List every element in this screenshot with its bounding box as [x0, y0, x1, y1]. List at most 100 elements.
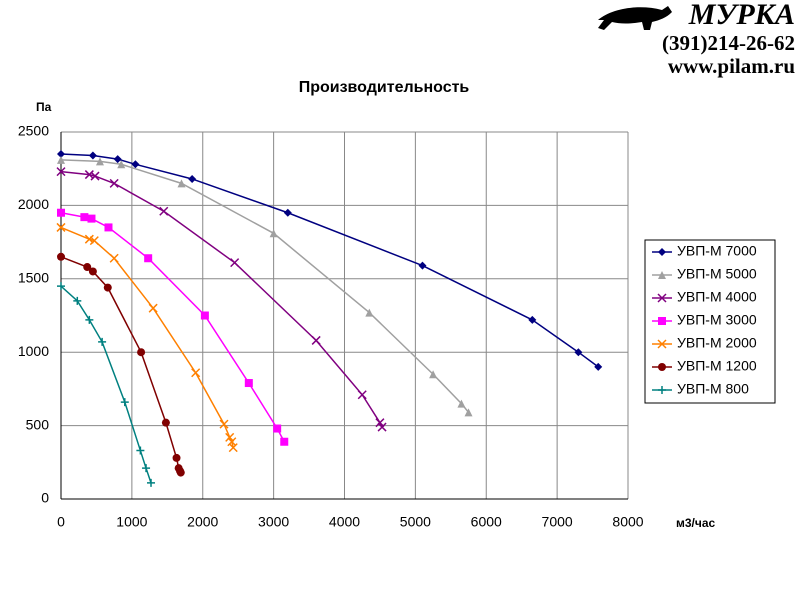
marker: [574, 348, 583, 357]
marker: [200, 311, 209, 320]
marker: [57, 155, 65, 164]
marker: [280, 437, 289, 446]
legend-marker: [658, 248, 666, 256]
marker: [142, 464, 151, 473]
series-line: [60, 226, 234, 448]
marker: [90, 171, 100, 181]
marker: [56, 222, 66, 232]
marker: [137, 348, 146, 357]
marker: [88, 267, 97, 276]
marker: [104, 223, 113, 232]
marker: [73, 296, 82, 305]
series-line: [60, 153, 599, 368]
marker: [228, 443, 238, 453]
marker: [244, 379, 253, 388]
legend-label: УВП-М 3000: [677, 312, 757, 328]
marker: [269, 229, 278, 238]
marker: [191, 368, 201, 378]
marker: [230, 258, 240, 268]
marker: [136, 446, 145, 455]
marker: [429, 370, 438, 379]
series-line: [60, 170, 383, 428]
marker: [148, 303, 158, 313]
y-tick-label: 500: [26, 416, 50, 432]
x-tick-label: 1000: [116, 514, 147, 530]
marker: [311, 335, 321, 345]
x-tick-label: 0: [57, 514, 65, 530]
y-tick-label: 1000: [18, 343, 49, 359]
legend-label: УВП-М 800: [677, 381, 749, 397]
legend-label: УВП-М 7000: [677, 243, 757, 259]
marker: [177, 179, 186, 188]
x-tick-label: 4000: [329, 514, 360, 530]
marker: [95, 157, 104, 166]
logo-site: www.pilam.ru: [668, 54, 796, 78]
legend-marker: [658, 386, 666, 394]
x-tick-label: 5000: [400, 514, 431, 530]
marker: [418, 261, 427, 270]
marker: [357, 390, 367, 400]
marker: [131, 160, 140, 169]
marker: [57, 208, 65, 217]
y-tick-label: 0: [41, 490, 49, 506]
chart-title: Производительность: [299, 79, 470, 96]
legend-marker: [657, 293, 667, 303]
marker: [365, 308, 374, 317]
legend-label: УВП-М 1200: [677, 358, 757, 374]
y-axis-label: Па: [36, 100, 52, 114]
marker: [176, 468, 185, 477]
legend-label: УВП-М 4000: [677, 289, 757, 305]
marker: [83, 263, 92, 272]
marker: [80, 213, 89, 222]
marker: [225, 432, 235, 442]
legend-marker: [658, 271, 666, 279]
series-line: [60, 256, 182, 473]
marker: [57, 282, 65, 291]
legend-label: УВП-М 2000: [677, 335, 757, 351]
marker: [109, 253, 119, 263]
x-tick-label: 6000: [471, 514, 502, 530]
legend-marker: [658, 317, 666, 325]
marker: [109, 178, 119, 188]
marker: [273, 424, 282, 433]
logo-phone: (391)214-26-62: [662, 31, 795, 55]
marker: [120, 398, 129, 407]
marker: [172, 453, 181, 462]
marker: [283, 208, 292, 217]
marker: [84, 234, 94, 244]
marker: [56, 167, 66, 177]
series-line: [60, 285, 152, 484]
marker: [117, 160, 126, 169]
marker: [594, 362, 603, 371]
y-tick-label: 1500: [18, 270, 49, 286]
marker: [457, 399, 466, 408]
marker: [159, 206, 169, 216]
x-tick-label: 3000: [258, 514, 289, 530]
logo-brand: МУРКА: [688, 0, 795, 31]
marker: [147, 478, 156, 487]
marker: [188, 174, 197, 183]
legend-label: УВП-М 5000: [677, 266, 757, 282]
x-tick-label: 2000: [187, 514, 218, 530]
x-axis-label: м3/час: [676, 516, 716, 530]
x-tick-label: 8000: [612, 514, 643, 530]
x-tick-label: 7000: [542, 514, 573, 530]
marker: [57, 150, 65, 159]
marker: [103, 283, 112, 292]
marker: [57, 252, 65, 261]
y-tick-label: 2500: [18, 123, 49, 139]
marker: [528, 315, 537, 324]
marker: [85, 315, 94, 324]
marker: [113, 155, 122, 164]
marker: [219, 419, 229, 429]
marker: [161, 418, 170, 427]
series-line: [60, 159, 470, 413]
marker: [89, 236, 99, 246]
marker: [87, 214, 96, 223]
marker: [464, 408, 473, 417]
marker: [88, 151, 97, 160]
legend-marker: [657, 339, 667, 349]
legend-marker: [658, 363, 666, 371]
marker: [98, 337, 107, 346]
